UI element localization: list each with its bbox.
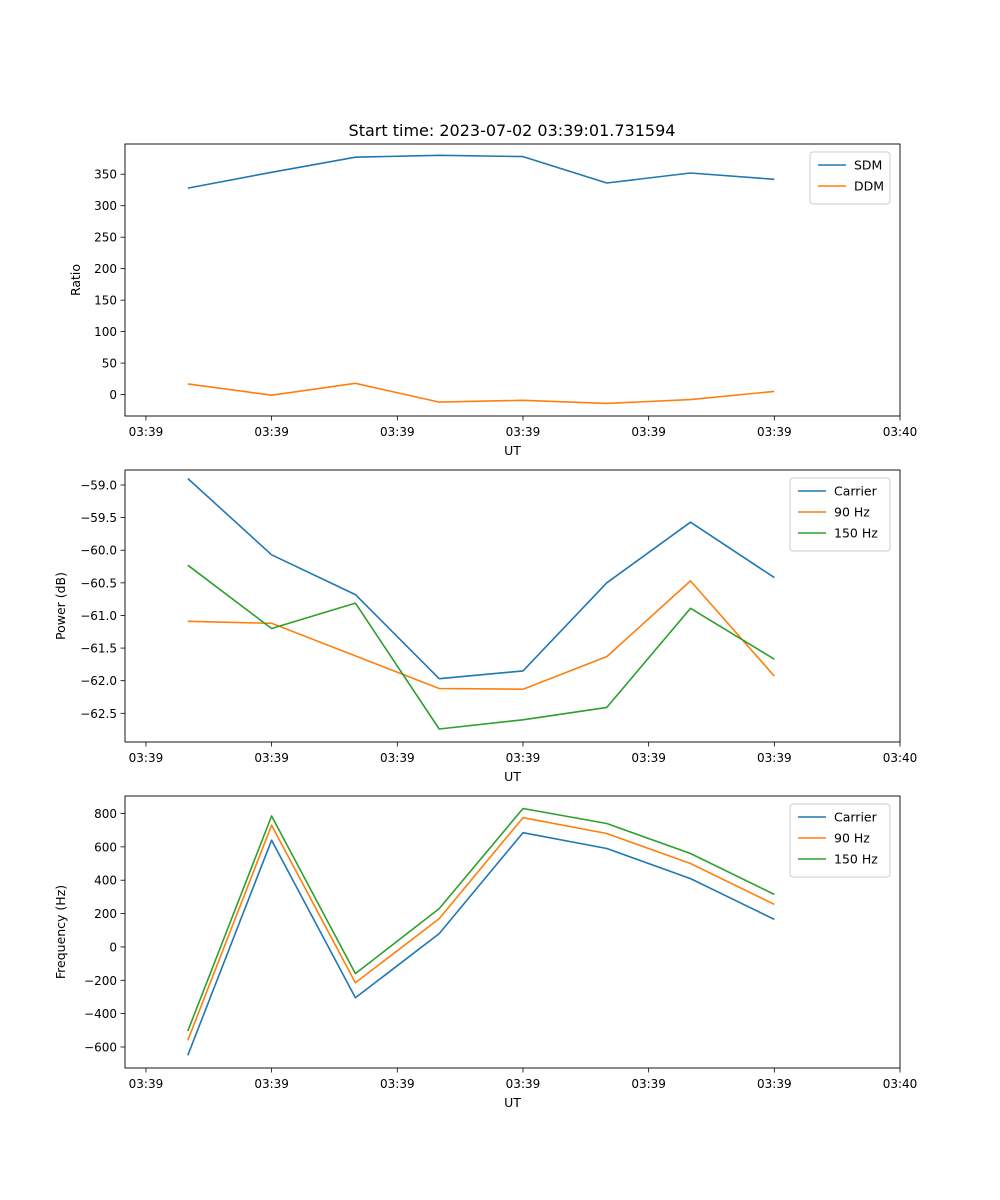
y-axis-label: Power (dB)	[53, 572, 68, 640]
y-tick-label: −61.5	[80, 642, 117, 656]
y-tick-label: −59.5	[80, 511, 117, 525]
x-tick-label: 03:39	[506, 1077, 541, 1091]
x-tick-label: 03:40	[883, 425, 918, 439]
x-axis-label: UT	[504, 1095, 521, 1110]
legend-label: 150 Hz	[834, 852, 878, 867]
legend-label: SDM	[854, 158, 882, 173]
x-tick-label: 03:39	[254, 425, 289, 439]
legend: SDM DDM	[809, 151, 891, 205]
y-tick-label: −59.0	[80, 479, 117, 493]
legend-label: 150 Hz	[834, 526, 878, 541]
figure-title: Start time: 2023-07-02 03:39:01.731594	[349, 121, 676, 140]
x-tick-label: 03:39	[380, 425, 415, 439]
y-tick-label: 50	[102, 357, 117, 371]
y-tick-label: 150	[94, 294, 117, 308]
y-tick-label: 200	[94, 907, 117, 921]
legend: Carrier 90 Hz 150 Hz	[789, 477, 891, 552]
chart-panels: 03:39 03:39 03:39 03:39 03:39 03:39 03:40 0 50 10…	[53, 143, 918, 1110]
y-tick-label: −60.0	[80, 544, 117, 558]
y-tick-label: 0	[109, 388, 117, 402]
series-line-150-hz	[187, 807, 775, 1032]
legend-label: Carrier	[834, 810, 878, 825]
legend-label: 90 Hz	[834, 831, 870, 846]
x-tick-label: 03:39	[631, 751, 666, 765]
y-axis-label: Frequency (Hz)	[53, 885, 68, 979]
x-tick-label: 03:39	[129, 751, 164, 765]
x-tick-label: 03:39	[506, 751, 541, 765]
y-tick-label: 800	[94, 807, 117, 821]
y-axis-label: Ratio	[68, 264, 83, 296]
y-tick-label: 600	[94, 840, 117, 854]
x-tick-label: 03:39	[757, 751, 792, 765]
y-tick-label: 200	[94, 262, 117, 276]
y-tick-label: −62.0	[80, 674, 117, 688]
x-tick-label: 03:39	[254, 1077, 289, 1091]
series-line-sdm	[187, 154, 775, 189]
y-tick-label: −62.5	[80, 707, 117, 721]
y-tick-label: 250	[94, 231, 117, 245]
legend: Carrier 90 Hz 150 Hz	[789, 803, 891, 878]
x-tick-label: 03:39	[631, 425, 666, 439]
series-line-150-hz	[187, 564, 775, 730]
x-tick-label: 03:39	[380, 751, 415, 765]
y-tick-label: 0	[109, 940, 117, 954]
chart-frequency: 03:39 03:39 03:39 03:39 03:39 03:39 03:40 −600 −…	[53, 795, 918, 1110]
legend-label: 90 Hz	[834, 505, 870, 520]
y-tick-label: 350	[94, 168, 117, 182]
y-tick-label: −200	[84, 974, 117, 988]
x-tick-label: 03:39	[757, 1077, 792, 1091]
x-tick-label: 03:39	[254, 751, 289, 765]
series-line-carrier	[187, 831, 775, 1056]
y-tick-label: 300	[94, 199, 117, 213]
legend-label: DDM	[854, 179, 884, 194]
x-tick-label: 03:40	[883, 751, 918, 765]
series-line-90-hz	[187, 580, 775, 691]
axes-frame	[124, 795, 901, 1069]
y-tick-label: −600	[84, 1040, 117, 1054]
x-axis-label: UT	[504, 769, 521, 784]
x-tick-label: 03:39	[380, 1077, 415, 1091]
x-tick-label: 03:39	[129, 1077, 164, 1091]
series-line-carrier	[187, 477, 775, 680]
series-line-90-hz	[187, 816, 775, 1041]
legend-label: Carrier	[834, 484, 878, 499]
y-tick-label: −61.0	[80, 609, 117, 623]
y-tick-label: 100	[94, 325, 117, 339]
chart-ratio: 03:39 03:39 03:39 03:39 03:39 03:39 03:40 0 50 10…	[68, 143, 918, 458]
x-tick-label: 03:40	[883, 1077, 918, 1091]
chart-power: 03:39 03:39 03:39 03:39 03:39 03:39 03:40 −62.5…	[53, 469, 918, 784]
x-tick-label: 03:39	[757, 425, 792, 439]
axes-frame	[124, 143, 901, 417]
x-tick-label: 03:39	[129, 425, 164, 439]
axes-frame	[124, 469, 901, 743]
y-tick-label: −400	[84, 1007, 117, 1021]
x-tick-label: 03:39	[506, 425, 541, 439]
x-axis-label: UT	[504, 443, 521, 458]
x-tick-label: 03:39	[631, 1077, 666, 1091]
series-line-ddm	[187, 382, 775, 405]
y-tick-label: −60.5	[80, 576, 117, 590]
y-tick-label: 400	[94, 874, 117, 888]
